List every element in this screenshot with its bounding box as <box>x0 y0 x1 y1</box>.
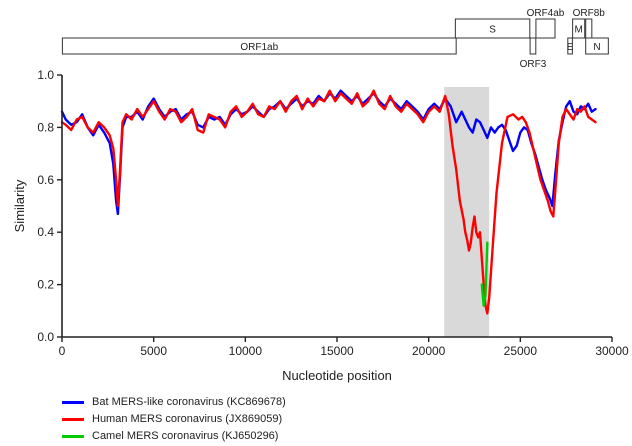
gene-box-n <box>585 37 609 55</box>
gene-box-e <box>567 37 573 55</box>
x-tick-label: 30000 <box>595 344 629 358</box>
gene-box-orf3 <box>529 37 537 55</box>
legend-label: Camel MERS coronavirus (KJ650296) <box>92 430 279 442</box>
y-tick-label: 0.6 <box>37 173 54 187</box>
gene-label-n: N <box>593 42 600 53</box>
x-axis-ticks: 0 5000 10000 15000 20000 25000 30000 <box>59 337 629 358</box>
legend-label: Human MERS coronavirus (JX869059) <box>92 413 283 425</box>
series-layer <box>60 89 597 315</box>
gene-label-orf8b: ORF8b <box>573 8 606 19</box>
series-line-bat-mers-like-coronavirus <box>60 89 597 216</box>
x-tick-label: 20000 <box>412 344 446 358</box>
y-tick-label: 1.0 <box>37 68 54 82</box>
x-tick-label: 0 <box>59 344 66 358</box>
y-tick-label: 0.4 <box>37 225 54 239</box>
x-tick-label: 10000 <box>229 344 263 358</box>
gene-box-s <box>454 18 531 39</box>
gene-label-orf4ab: ORF4ab <box>527 8 565 19</box>
plot-area: 0.0 0.2 0.4 0.6 0.8 1.0 0 5000 10000 15000 20000 2… <box>37 68 629 358</box>
gene-box-orf8b <box>585 18 593 39</box>
y-tick-label: 0.2 <box>37 278 54 292</box>
genome-map: ORF1ab S ORF3 ORF4ab EM ORF8b N <box>61 8 609 70</box>
gene-label-s: S <box>489 25 496 36</box>
y-tick-label: 0.0 <box>37 330 54 344</box>
legend-item: Human MERS coronavirus (JX869059) <box>62 411 286 428</box>
y-tick-label: 0.8 <box>37 120 54 134</box>
y-axis-label: Similarity <box>12 179 27 232</box>
x-axis-label: Nucleotide position <box>282 368 392 383</box>
series-line-camel-mers-coronavirus <box>480 241 489 307</box>
legend-swatch <box>62 435 84 438</box>
gene-box-orf1ab <box>61 37 457 55</box>
legend-swatch <box>62 418 84 421</box>
gene-box-orf4ab <box>535 18 556 39</box>
legend-item: Bat MERS-like coronavirus (KC869678) <box>62 394 286 411</box>
legend-swatch <box>62 401 84 404</box>
legend-label: Bat MERS-like coronavirus (KC869678) <box>92 396 286 408</box>
gene-label-orf1ab: ORF1ab <box>240 42 278 53</box>
chart-legend: Bat MERS-like coronavirus (KC869678) Huma… <box>62 394 286 445</box>
x-tick-label: 15000 <box>320 344 354 358</box>
x-tick-label: 25000 <box>504 344 538 358</box>
x-tick-label: 5000 <box>140 344 167 358</box>
gene-label-e: E <box>567 42 574 53</box>
y-axis-ticks: 0.0 0.2 0.4 0.6 0.8 1.0 <box>37 68 62 344</box>
gene-label-m: M <box>575 25 583 36</box>
gene-label-orf3: ORF3 <box>520 59 547 70</box>
gene-box-m <box>572 18 586 39</box>
series-line-human-mers-coronavirus <box>60 89 597 315</box>
legend-item: Camel MERS coronavirus (KJ650296) <box>62 428 286 445</box>
